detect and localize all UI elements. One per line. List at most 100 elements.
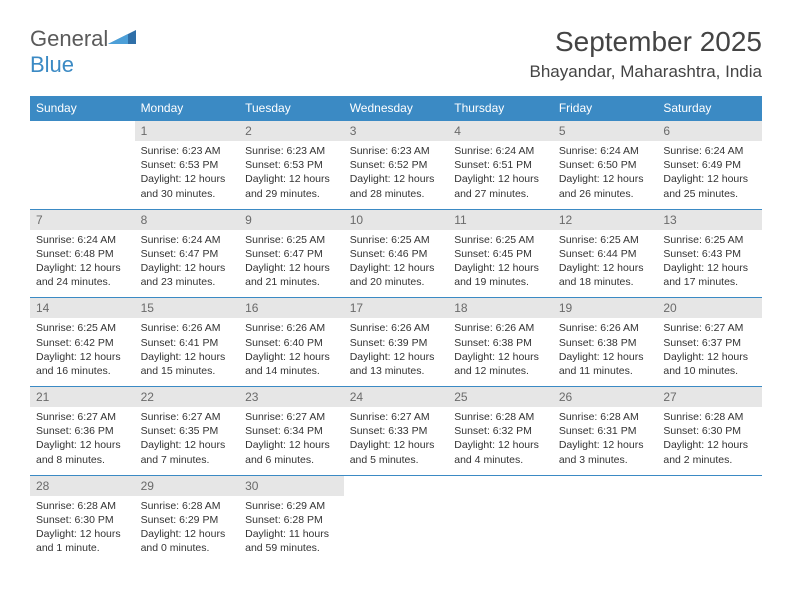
sunrise-text: Sunrise: 6:25 AM: [559, 233, 652, 247]
sunrise-text: Sunrise: 6:28 AM: [36, 499, 129, 513]
daylight-text: and 2 minutes.: [663, 453, 756, 467]
sunset-text: Sunset: 6:53 PM: [141, 158, 234, 172]
sunrise-text: Sunrise: 6:23 AM: [141, 144, 234, 158]
day-cell: Sunrise: 6:23 AMSunset: 6:53 PMDaylight:…: [135, 141, 240, 209]
day-cell: Sunrise: 6:25 AMSunset: 6:43 PMDaylight:…: [657, 230, 762, 298]
daylight-text: and 8 minutes.: [36, 453, 129, 467]
sunset-text: Sunset: 6:32 PM: [454, 424, 547, 438]
daylight-text: Daylight: 12 hours: [245, 172, 338, 186]
sunrise-text: Sunrise: 6:25 AM: [245, 233, 338, 247]
sunset-text: Sunset: 6:51 PM: [454, 158, 547, 172]
sunset-text: Sunset: 6:53 PM: [245, 158, 338, 172]
daylight-text: and 16 minutes.: [36, 364, 129, 378]
daylight-text: Daylight: 12 hours: [454, 172, 547, 186]
sunrise-text: Sunrise: 6:24 AM: [141, 233, 234, 247]
daylight-text: and 6 minutes.: [245, 453, 338, 467]
sunrise-text: Sunrise: 6:28 AM: [141, 499, 234, 513]
day-number: 25: [448, 387, 553, 408]
sunset-text: Sunset: 6:45 PM: [454, 247, 547, 261]
day-cell: Sunrise: 6:23 AMSunset: 6:52 PMDaylight:…: [344, 141, 449, 209]
daylight-text: and 7 minutes.: [141, 453, 234, 467]
sunset-text: Sunset: 6:47 PM: [245, 247, 338, 261]
title-block: September 2025 Bhayandar, Maharashtra, I…: [530, 26, 762, 82]
day-cell: [30, 141, 135, 209]
day-number: 1: [135, 121, 240, 142]
daylight-text: Daylight: 12 hours: [245, 261, 338, 275]
day-number: 12: [553, 209, 658, 230]
day-number: 8: [135, 209, 240, 230]
daylight-text: and 12 minutes.: [454, 364, 547, 378]
sunrise-text: Sunrise: 6:28 AM: [663, 410, 756, 424]
daylight-text: Daylight: 12 hours: [36, 438, 129, 452]
daylight-text: and 25 minutes.: [663, 187, 756, 201]
dayhead-wednesday: Wednesday: [344, 96, 449, 121]
daylight-text: and 18 minutes.: [559, 275, 652, 289]
daylight-text: and 27 minutes.: [454, 187, 547, 201]
daylight-text: Daylight: 12 hours: [36, 261, 129, 275]
header: General Blue September 2025 Bhayandar, M…: [30, 26, 762, 82]
day-number: [553, 475, 658, 496]
day-number: 20: [657, 298, 762, 319]
daylight-text: Daylight: 12 hours: [36, 350, 129, 364]
data-row: Sunrise: 6:28 AMSunset: 6:30 PMDaylight:…: [30, 496, 762, 564]
day-number: 13: [657, 209, 762, 230]
day-number: 26: [553, 387, 658, 408]
sunset-text: Sunset: 6:52 PM: [350, 158, 443, 172]
day-cell: Sunrise: 6:26 AMSunset: 6:41 PMDaylight:…: [135, 318, 240, 386]
dayhead-thursday: Thursday: [448, 96, 553, 121]
daylight-text: and 19 minutes.: [454, 275, 547, 289]
daylight-text: and 0 minutes.: [141, 541, 234, 555]
sunset-text: Sunset: 6:49 PM: [663, 158, 756, 172]
daylight-text: Daylight: 12 hours: [141, 350, 234, 364]
daynum-row: 78910111213: [30, 209, 762, 230]
day-cell: [448, 496, 553, 564]
day-cell: Sunrise: 6:28 AMSunset: 6:30 PMDaylight:…: [657, 407, 762, 475]
day-cell: Sunrise: 6:25 AMSunset: 6:42 PMDaylight:…: [30, 318, 135, 386]
day-number: 22: [135, 387, 240, 408]
day-cell: [553, 496, 658, 564]
month-title: September 2025: [530, 26, 762, 58]
sunset-text: Sunset: 6:36 PM: [36, 424, 129, 438]
daylight-text: Daylight: 12 hours: [663, 438, 756, 452]
daylight-text: Daylight: 12 hours: [663, 350, 756, 364]
data-row: Sunrise: 6:25 AMSunset: 6:42 PMDaylight:…: [30, 318, 762, 386]
sunrise-text: Sunrise: 6:26 AM: [350, 321, 443, 335]
day-number: 7: [30, 209, 135, 230]
day-cell: Sunrise: 6:24 AMSunset: 6:50 PMDaylight:…: [553, 141, 658, 209]
sunset-text: Sunset: 6:38 PM: [559, 336, 652, 350]
sunset-text: Sunset: 6:29 PM: [141, 513, 234, 527]
day-number: [657, 475, 762, 496]
daylight-text: and 28 minutes.: [350, 187, 443, 201]
sunset-text: Sunset: 6:37 PM: [663, 336, 756, 350]
day-number: [344, 475, 449, 496]
sunrise-text: Sunrise: 6:29 AM: [245, 499, 338, 513]
daylight-text: and 15 minutes.: [141, 364, 234, 378]
sunset-text: Sunset: 6:35 PM: [141, 424, 234, 438]
day-cell: Sunrise: 6:26 AMSunset: 6:39 PMDaylight:…: [344, 318, 449, 386]
sunrise-text: Sunrise: 6:23 AM: [350, 144, 443, 158]
sunset-text: Sunset: 6:41 PM: [141, 336, 234, 350]
day-number: 18: [448, 298, 553, 319]
day-cell: Sunrise: 6:28 AMSunset: 6:30 PMDaylight:…: [30, 496, 135, 564]
daylight-text: and 20 minutes.: [350, 275, 443, 289]
daylight-text: Daylight: 11 hours: [245, 527, 338, 541]
daylight-text: Daylight: 12 hours: [350, 261, 443, 275]
sunset-text: Sunset: 6:38 PM: [454, 336, 547, 350]
daylight-text: Daylight: 12 hours: [350, 350, 443, 364]
sunrise-text: Sunrise: 6:24 AM: [36, 233, 129, 247]
daylight-text: and 24 minutes.: [36, 275, 129, 289]
day-cell: [344, 496, 449, 564]
sunrise-text: Sunrise: 6:23 AM: [245, 144, 338, 158]
daylight-text: Daylight: 12 hours: [454, 438, 547, 452]
daylight-text: Daylight: 12 hours: [559, 350, 652, 364]
sunset-text: Sunset: 6:44 PM: [559, 247, 652, 261]
daylight-text: Daylight: 12 hours: [141, 261, 234, 275]
daylight-text: and 4 minutes.: [454, 453, 547, 467]
day-number: 19: [553, 298, 658, 319]
sunrise-text: Sunrise: 6:26 AM: [141, 321, 234, 335]
daylight-text: Daylight: 12 hours: [559, 172, 652, 186]
daylight-text: and 26 minutes.: [559, 187, 652, 201]
sunrise-text: Sunrise: 6:27 AM: [663, 321, 756, 335]
day-number: 10: [344, 209, 449, 230]
sunrise-text: Sunrise: 6:24 AM: [559, 144, 652, 158]
